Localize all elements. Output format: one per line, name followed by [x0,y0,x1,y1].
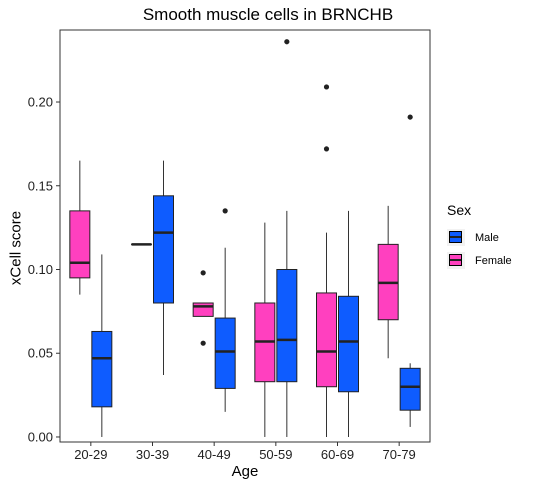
legend-key-male [447,229,465,246]
legend: Sex Male Female [447,202,512,272]
legend-label-female: Female [475,254,512,267]
box-body [192,302,214,317]
x-tick-label: 20-29 [74,447,107,462]
outlier-point [200,340,206,346]
y-tick-label: 0.00 [28,429,53,444]
box-body [69,210,91,279]
legend-label-male: Male [475,231,499,244]
x-tick-label: 70-79 [383,447,416,462]
x-axis: 20-29 30-39 40-49 50-59 60-69 70-79 [74,442,416,462]
x-tick-label: 50-59 [259,447,292,462]
x-tick-label: 30-39 [136,447,169,462]
legend-title: Sex [447,202,472,218]
box-marks [69,39,421,437]
x-tick-label: 60-69 [321,447,354,462]
box-male-40-49 [214,208,236,412]
box-female-50-59 [254,222,276,437]
outlier-point [323,146,330,152]
outlier-point [407,114,413,120]
outlier-point [222,208,228,214]
x-tick-label: 40-49 [198,447,231,462]
box-male-20-29 [91,254,113,437]
box-female-20-29 [69,160,91,295]
box-male-60-69 [338,210,359,437]
box-body [214,317,236,389]
box-female-70-79 [377,205,399,359]
plot-panel [59,29,431,443]
legend-key-female [447,252,465,269]
box-body [276,268,298,383]
box-body [91,330,113,408]
y-axis: 0.00 0.05 0.10 0.15 0.20 [28,95,60,444]
legend-item-female: Female [447,249,512,272]
y-axis-label: xCell score [7,210,25,286]
x-axis-label: Age [231,463,259,480]
y-tick-label: 0.10 [28,262,53,277]
outlier-point [323,84,330,90]
box-body [399,367,421,411]
box-male-50-59 [276,39,298,437]
y-tick-label: 0.15 [28,178,53,193]
box-body [316,292,337,388]
box-body [153,195,174,304]
chart-title: Smooth muscle cells in BRNCHB [142,5,394,24]
male-swatch [449,231,462,243]
outlier-point [200,270,206,276]
box-male-70-79 [399,114,421,427]
outlier-point [284,39,290,45]
box-male-30-39 [153,160,174,376]
plot-border [59,29,431,443]
box-female-40-49 [192,270,214,346]
y-tick-label: 0.20 [28,95,53,110]
female-swatch [449,254,462,266]
box-female-60-69 [316,84,337,437]
legend-item-male: Male [447,226,512,249]
box-body [338,295,359,393]
y-tick-label: 0.05 [28,346,53,361]
